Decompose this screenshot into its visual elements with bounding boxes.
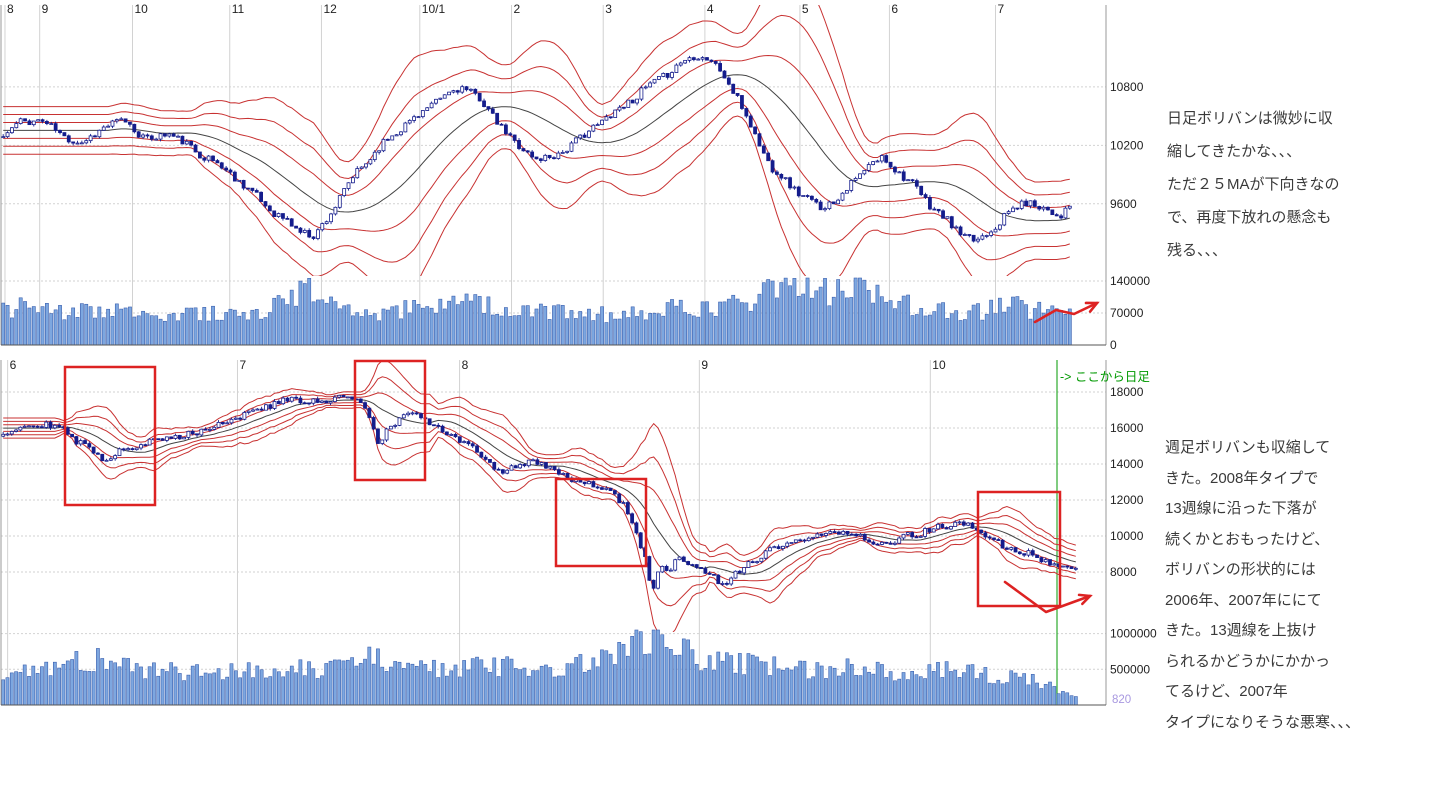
highlight-box [554,477,648,568]
daily-chart: 8 9 10 11 12 10/1 2 3 4 5 6 7 10800 10200 9600 140000 70… [0,2,1150,352]
x-axis-label: 8 [462,358,469,372]
price-axis-label: 18000 [1110,385,1144,399]
weekly-bollinger-bands [3,360,1076,632]
volume-axis-label: 0 [1110,338,1117,352]
x-axis-label: 12 [323,2,337,16]
x-axis-label: 6 [891,2,898,16]
x-axis-label: 3 [605,2,612,16]
volume-axis-label: 140000 [1110,274,1150,288]
weekly-volume [1,629,1078,706]
x-axis-label: 5 [802,2,809,16]
x-axis-label: 7 [998,2,1005,16]
x-axis-label: 7 [239,358,246,372]
x-axis-label: 9 [42,2,49,16]
weekly-chart: 6 7 8 9 10 18000 16000 14000 12000 10000 8000 10000… [0,358,1157,706]
note-line: 残る、、、 [1167,242,1228,259]
daily-axis-labels: 8 9 10 11 12 10/1 2 3 4 5 6 7 10800 10200 9600 140000 70… [7,2,1150,352]
price-axis-label: 10000 [1110,529,1144,543]
note-line: ただ２５MAが下向きなの [1167,176,1340,193]
x-axis-label: 9 [701,358,708,372]
highlight-box [976,490,1062,608]
note-line: 週足ボリバンも収縮して [1165,439,1331,456]
daily-bollinger-bands [3,5,1070,276]
daily-commentary: 日足ボリバンは微妙に収 縮してきたかな、、、ただ２５MAが下向きなの で、再度下放れ… [1167,102,1340,267]
x-axis-label: 10 [134,2,148,16]
note-line: 続くかとおもったけど、 [1165,530,1330,548]
price-axis-label: 12000 [1110,493,1144,507]
daily-grid [1,5,1106,345]
daily-candles [1,55,1072,244]
x-axis-label: 10/1 [422,2,446,16]
x-axis-label: 6 [10,358,17,372]
x-axis-label: 8 [7,2,14,16]
volume-axis-label: 1000000 [1110,627,1157,641]
note-line: で、再度下放れの懸念も [1167,209,1332,226]
note-line: てるけど、2007年 [1165,683,1288,700]
note-line: 2006年、2007年ににて [1165,591,1322,609]
price-axis-label: 9600 [1110,197,1137,211]
weekly-axis-labels: 6 7 8 9 10 18000 16000 14000 12000 10000 8000 10000… [10,358,1157,676]
volume-axis-label: 500000 [1110,662,1150,676]
note-line: ボリバンの形状的には [1165,561,1316,578]
annotation-arrow [1003,580,1092,614]
price-axis-label: 8000 [1110,565,1137,579]
price-axis-label: 16000 [1110,421,1144,435]
note-line: きた。13週線を上抜け [1165,622,1317,639]
weekly-grid [1,360,1106,705]
price-axis-label: 10200 [1110,138,1144,152]
highlight-box [63,365,157,507]
annotation-arrowhead [1077,593,1093,606]
x-axis-label: 2 [514,2,521,16]
note-line: きた。2008年タイプで [1165,469,1319,487]
annotation-arrow [1033,301,1099,324]
volume-axis-label: 70000 [1110,306,1144,320]
annotation-arrowhead [1084,301,1100,313]
price-axis-label: 10800 [1110,80,1144,94]
highlight-box [353,359,427,482]
x-axis-label: 11 [232,2,245,16]
note-line: られるかどうかにかかっ [1165,652,1331,670]
note-line: タイプになりそうな悪寒、、、 [1165,713,1361,731]
daily-start-marker-label: -> ここから日足 [1060,370,1150,384]
note-line: 13週線に沿った下落が [1165,500,1317,517]
price-axis-label: 14000 [1110,457,1144,471]
daily-volume [1,277,1072,346]
weekly-candles [1,394,1078,590]
x-axis-label: 4 [707,2,714,16]
note-line: 日足ボリバンは微妙に収 [1167,110,1333,127]
x-axis-label: 10 [932,358,946,372]
weekly-commentary: 週足ボリバンも収縮して きた。2008年タイプで 13週線に沿った下落が 続くかとおも… [1165,433,1360,738]
note-line: 縮してきたかな、、、 [1167,143,1302,160]
last-value-label: 820 [1112,694,1131,706]
